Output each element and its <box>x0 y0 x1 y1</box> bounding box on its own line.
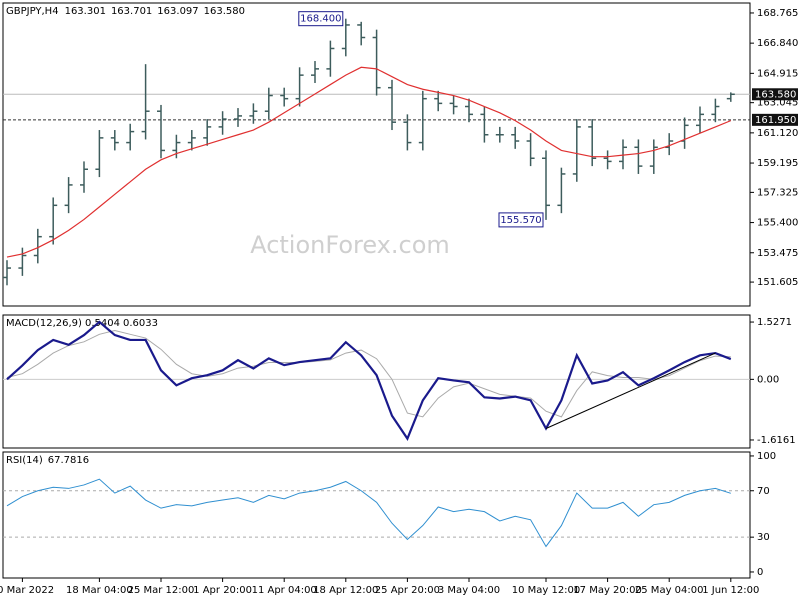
low-quote: 163.097 <box>157 6 198 17</box>
high-quote: 163.701 <box>111 6 152 17</box>
y-tick-label: 30 <box>757 532 770 543</box>
y-tick-label: 0 <box>757 567 763 578</box>
y-tick-label: 1.5271 <box>757 317 792 328</box>
y-tick-label: 155.400 <box>757 218 798 229</box>
watermark: ActionForex.com <box>250 231 450 259</box>
symbol: GBPJPY,H4 <box>6 6 59 17</box>
x-tick-label: 18 Mar 04:00 <box>66 585 133 596</box>
price-label: 161.950 <box>755 115 796 126</box>
x-tick-label: 1 Apr 20:00 <box>193 585 252 596</box>
x-tick-label: 1 Jun 12:00 <box>702 585 759 596</box>
y-tick-label: 100 <box>757 451 776 462</box>
price-label: 163.580 <box>755 89 796 100</box>
y-tick-label: 168.765 <box>757 8 798 19</box>
rsi-line <box>6 478 731 548</box>
rsi-header: RSI(14) 67.7816 <box>6 455 89 466</box>
y-tick-label: 161.120 <box>757 128 798 139</box>
annotation: 168.400 <box>300 14 341 25</box>
macd-title: MACD(12,26,9) <box>6 318 82 329</box>
annotation-box <box>298 11 344 27</box>
signal-line <box>6 330 731 418</box>
x-tick-label: 10 May 12:00 <box>512 585 581 596</box>
y-tick-label: 151.605 <box>757 277 798 288</box>
y-tick-label: 163.045 <box>757 98 798 109</box>
rsi-panel <box>2 451 751 579</box>
macd-panel <box>2 314 751 449</box>
price-header: GBPJPY,H4 163.301 163.701 163.097 163.580 <box>6 6 245 17</box>
x-tick-label: 10 Mar 2022 <box>0 585 54 596</box>
y-tick-label: 166.840 <box>757 38 798 49</box>
x-tick-label: 3 May 04:00 <box>438 585 500 596</box>
y-tick-label: 164.915 <box>757 68 798 79</box>
rsi-value: 67.7816 <box>48 455 89 466</box>
moving-average <box>6 66 732 258</box>
y-tick-label: 70 <box>757 486 770 497</box>
open-quote: 163.301 <box>65 6 106 17</box>
y-tick-label: 153.475 <box>757 248 798 259</box>
x-tick-label: 25 Mar 12:00 <box>128 585 195 596</box>
y-tick-label: -1.6161 <box>757 435 796 446</box>
annotation-box <box>498 212 544 228</box>
annotation: 155.570 <box>500 215 541 226</box>
macd-line <box>6 320 732 441</box>
price-label-box <box>752 113 798 126</box>
x-tick-label: 25 Apr 20:00 <box>375 585 440 596</box>
close-quote: 163.580 <box>204 6 245 17</box>
x-tick-label: 25 May 04:00 <box>635 585 704 596</box>
trendline <box>545 352 716 429</box>
y-tick-label: 157.325 <box>757 187 798 198</box>
x-tick-label: 11 Apr 04:00 <box>252 585 317 596</box>
y-tick-label: 159.195 <box>757 158 798 169</box>
price-panel <box>2 2 751 307</box>
price-label-box <box>752 88 798 101</box>
signal-value: 0.6033 <box>123 318 158 329</box>
rsi-title: RSI(14) <box>6 455 43 466</box>
x-tick-label: 18 Apr 12:00 <box>313 585 378 596</box>
x-tick-label: 17 May 20:00 <box>573 585 642 596</box>
y-tick-label: 0.00 <box>757 374 779 385</box>
